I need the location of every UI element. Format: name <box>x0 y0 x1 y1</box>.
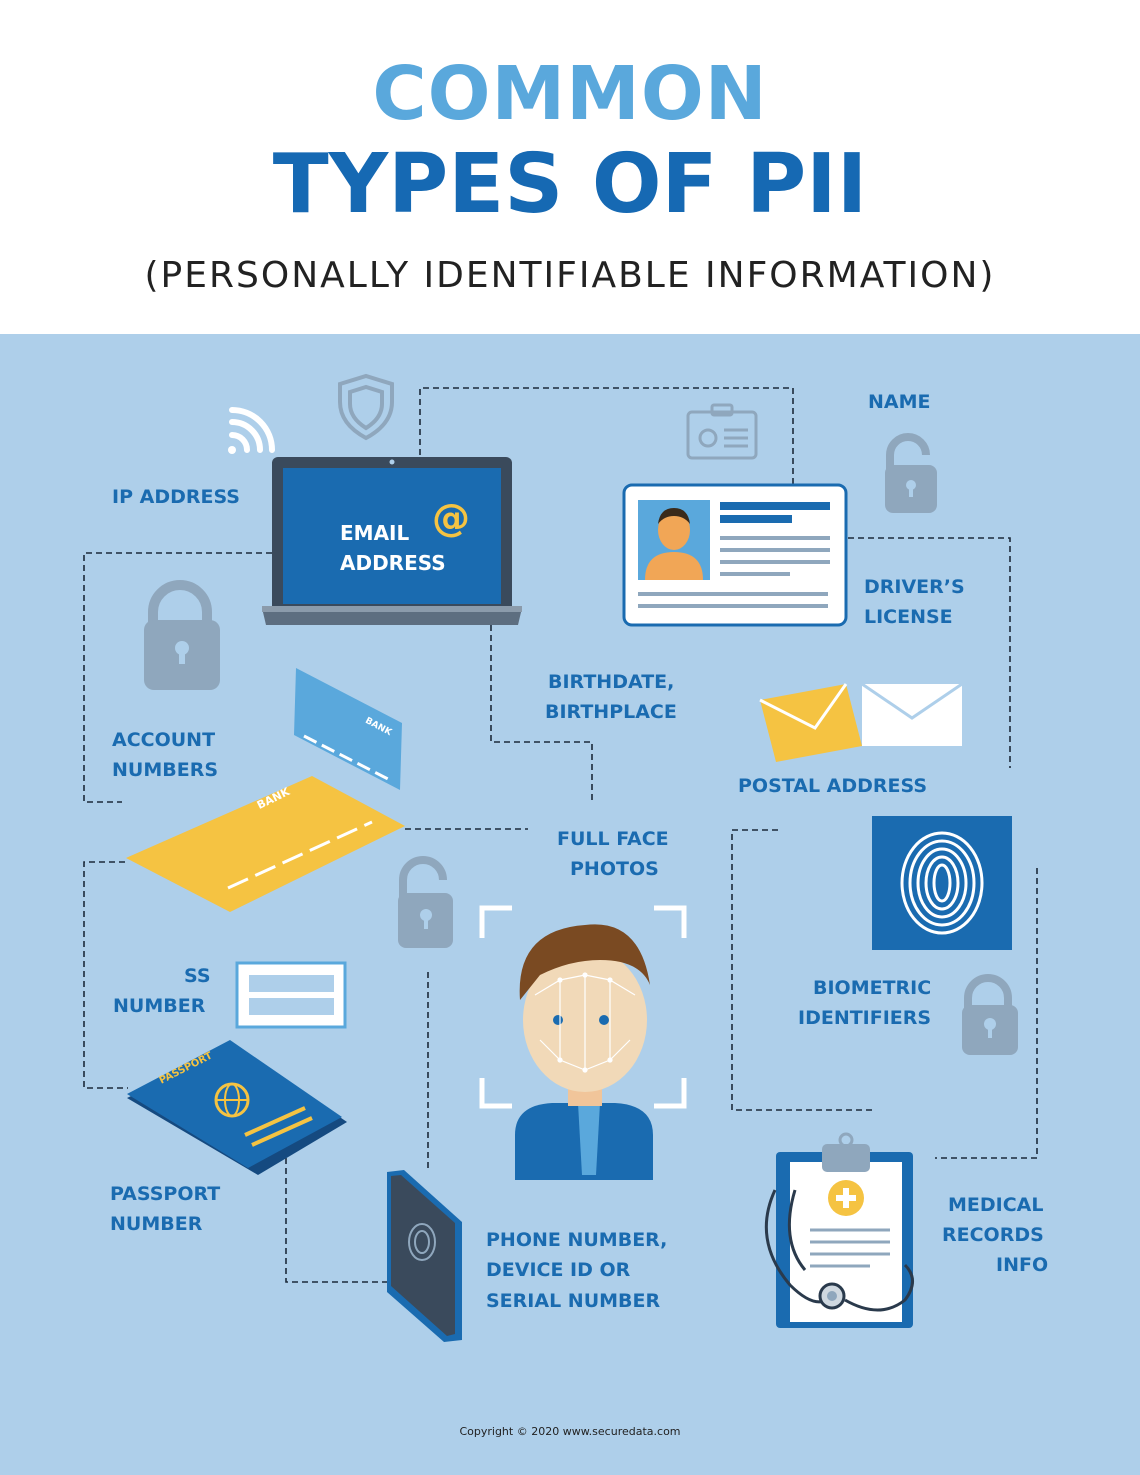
envelope-icon <box>759 682 963 762</box>
label-phone-line2: DEVICE ID OR <box>486 1259 631 1281</box>
label-drivers-license-line2: LICENSE <box>864 606 953 628</box>
label-account-line2: NUMBERS <box>112 759 219 781</box>
label-name: NAME <box>868 391 931 413</box>
subtitle: (PERSONALLY IDENTIFIABLE INFORMATION) <box>144 255 996 296</box>
id-badge-icon <box>686 403 758 460</box>
shield-icon <box>338 373 394 441</box>
label-passport-line1: PASSPORT <box>110 1183 221 1205</box>
label-ip-address: IP ADDRESS <box>112 486 240 508</box>
smartphone-icon <box>387 1170 462 1342</box>
padlock-icon <box>885 433 937 513</box>
label-phone-line1: PHONE NUMBER, <box>486 1229 668 1251</box>
bank-card-icon <box>294 668 402 790</box>
padlock-icon <box>144 580 220 690</box>
clipboard-icon <box>776 1132 913 1328</box>
id-card-icon <box>622 483 848 627</box>
ss-card-icon <box>235 961 347 1029</box>
header: COMMON TYPES OF PII (PERSONALLY IDENTIFI… <box>0 0 1140 334</box>
label-medical-line2: RECORDS <box>942 1224 1044 1246</box>
label-drivers-license-line1: DRIVER’S <box>864 576 965 598</box>
label-ss-line2: NUMBER <box>113 995 206 1017</box>
label-face-line1: FULL FACE <box>557 828 669 850</box>
label-birth-line2: BIRTHPLACE <box>545 701 677 723</box>
label-medical-line3: INFO <box>996 1254 1049 1276</box>
at-sign-icon: @ <box>432 496 470 540</box>
label-account-line1: ACCOUNT <box>112 729 216 751</box>
connector-lines <box>83 387 1038 1283</box>
padlock-icon <box>962 974 1018 1055</box>
title-line-1: COMMON <box>372 51 768 137</box>
label-email-line2: ADDRESS <box>340 551 446 575</box>
label-phone-line3: SERIAL NUMBER <box>486 1290 661 1312</box>
label-email-line1: EMAIL <box>340 521 410 545</box>
face-scan-icon <box>479 905 687 1180</box>
label-medical-line1: MEDICAL <box>948 1194 1044 1216</box>
bank-card-icon <box>126 776 405 912</box>
fingerprint-icon <box>872 816 1012 950</box>
label-biometric-line1: BIOMETRIC <box>813 977 932 999</box>
title-line-2: TYPES OF PII <box>272 137 868 232</box>
passport-icon <box>127 1040 347 1175</box>
label-birth-line1: BIRTHDATE, <box>548 671 675 693</box>
wifi-icon <box>228 407 275 454</box>
label-face-line2: PHOTOS <box>570 858 659 880</box>
padlock-icon <box>398 856 453 948</box>
label-postal-address: POSTAL ADDRESS <box>738 775 928 797</box>
label-ss-line1: SS <box>184 965 211 987</box>
copyright: Copyright © 2020 www.securedata.com <box>459 1425 681 1438</box>
stethoscope-icon <box>764 1189 914 1312</box>
laptop-icon <box>262 457 522 625</box>
label-passport-line2: NUMBER <box>110 1213 203 1235</box>
label-biometric-line2: IDENTIFIERS <box>798 1007 932 1029</box>
